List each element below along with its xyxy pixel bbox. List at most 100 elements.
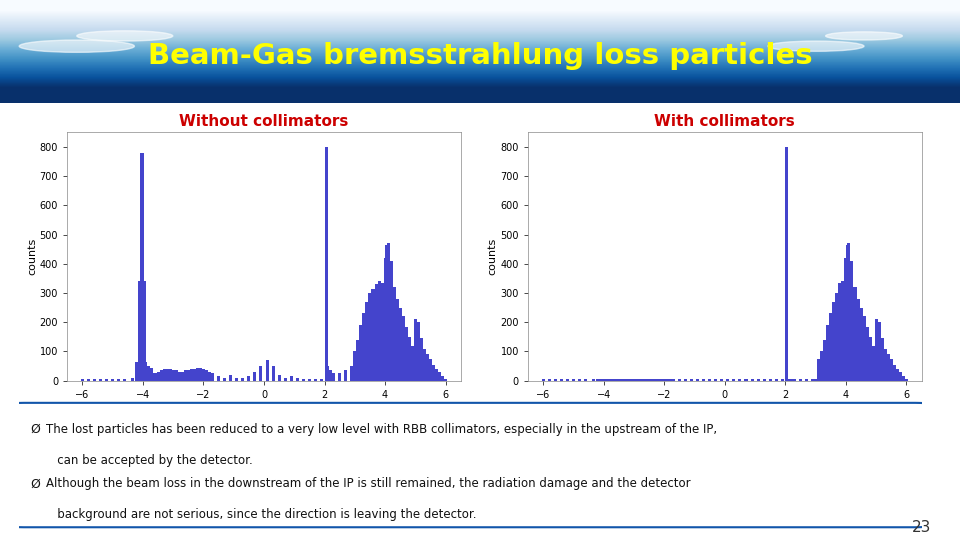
- Bar: [638, 379, 641, 381]
- Bar: [541, 379, 544, 381]
- Bar: [660, 379, 662, 381]
- Bar: [320, 379, 323, 381]
- Bar: [617, 379, 620, 381]
- Bar: [769, 379, 772, 381]
- Bar: [601, 379, 604, 381]
- Bar: [290, 376, 293, 381]
- Bar: [657, 379, 660, 381]
- Circle shape: [19, 40, 134, 52]
- Y-axis label: counts: counts: [27, 238, 36, 275]
- Bar: [338, 373, 341, 381]
- Bar: [398, 308, 401, 381]
- Bar: [856, 299, 859, 381]
- Bar: [560, 379, 563, 381]
- Bar: [814, 379, 817, 381]
- Bar: [156, 372, 159, 381]
- Bar: [702, 379, 705, 381]
- Bar: [193, 369, 196, 381]
- Bar: [241, 378, 244, 381]
- Bar: [827, 325, 829, 381]
- Bar: [572, 379, 575, 381]
- Text: 23: 23: [912, 519, 931, 535]
- Bar: [253, 372, 256, 381]
- Bar: [401, 316, 405, 381]
- Bar: [845, 258, 848, 381]
- Bar: [380, 283, 384, 381]
- Bar: [666, 379, 669, 381]
- Text: With collimators: With collimators: [655, 114, 795, 129]
- Bar: [869, 337, 872, 381]
- Bar: [799, 379, 802, 381]
- X-axis label: position(m): position(m): [693, 406, 756, 415]
- Bar: [901, 376, 905, 381]
- Bar: [199, 368, 202, 381]
- Bar: [636, 379, 638, 381]
- Bar: [217, 376, 220, 381]
- FancyBboxPatch shape: [11, 403, 929, 527]
- Y-axis label: counts: counts: [488, 238, 497, 275]
- Bar: [732, 379, 735, 381]
- Bar: [384, 258, 387, 381]
- Bar: [350, 366, 353, 381]
- Bar: [438, 372, 442, 381]
- Bar: [326, 366, 329, 381]
- Bar: [896, 369, 899, 381]
- Bar: [202, 369, 204, 381]
- Bar: [138, 281, 141, 381]
- Bar: [877, 322, 880, 381]
- Bar: [141, 153, 144, 381]
- Bar: [414, 319, 417, 381]
- Bar: [135, 362, 138, 381]
- Bar: [148, 366, 151, 381]
- Bar: [626, 379, 630, 381]
- Bar: [223, 378, 227, 381]
- Bar: [905, 379, 908, 381]
- Bar: [648, 379, 651, 381]
- Bar: [805, 379, 808, 381]
- Bar: [284, 378, 287, 381]
- Bar: [211, 373, 214, 381]
- Bar: [744, 379, 748, 381]
- Bar: [372, 289, 374, 381]
- Bar: [444, 379, 447, 381]
- Bar: [172, 370, 175, 381]
- Bar: [727, 379, 730, 381]
- Bar: [690, 379, 693, 381]
- Bar: [429, 359, 432, 381]
- Bar: [229, 375, 232, 381]
- Bar: [547, 379, 551, 381]
- Bar: [696, 379, 699, 381]
- Bar: [235, 378, 238, 381]
- Bar: [180, 372, 183, 381]
- Bar: [324, 147, 327, 381]
- Bar: [829, 314, 832, 381]
- Bar: [314, 379, 317, 381]
- Bar: [396, 299, 398, 381]
- Bar: [390, 261, 393, 381]
- Bar: [820, 352, 823, 381]
- Bar: [578, 379, 581, 381]
- Bar: [669, 379, 672, 381]
- Bar: [183, 370, 187, 381]
- Bar: [369, 293, 372, 381]
- Bar: [208, 372, 211, 381]
- Bar: [678, 379, 681, 381]
- Bar: [756, 379, 759, 381]
- Bar: [848, 244, 851, 381]
- Bar: [111, 379, 114, 381]
- Bar: [196, 368, 199, 381]
- Bar: [377, 281, 380, 381]
- Circle shape: [768, 41, 864, 51]
- Text: Without collimators: Without collimators: [180, 114, 348, 129]
- Bar: [708, 379, 711, 381]
- Bar: [859, 308, 862, 381]
- Bar: [662, 379, 666, 381]
- Bar: [793, 379, 796, 381]
- Bar: [614, 379, 617, 381]
- Text: Beam-Gas bremsstrahlung loss particles: Beam-Gas bremsstrahlung loss particles: [148, 43, 812, 70]
- Bar: [787, 379, 790, 381]
- Bar: [356, 340, 359, 381]
- Bar: [893, 364, 896, 381]
- Bar: [140, 153, 143, 381]
- Bar: [435, 369, 438, 381]
